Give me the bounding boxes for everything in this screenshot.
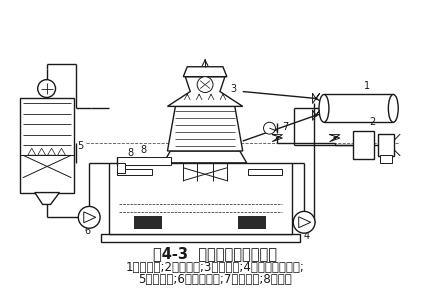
Circle shape [38, 80, 55, 98]
Polygon shape [167, 106, 243, 151]
Polygon shape [58, 148, 65, 155]
Bar [117, 169, 152, 175]
Bar [20, 98, 74, 193]
Circle shape [276, 137, 279, 139]
Bar [134, 216, 162, 229]
Text: 3: 3 [230, 84, 236, 93]
Text: 7: 7 [282, 122, 289, 132]
Circle shape [264, 122, 276, 134]
Polygon shape [84, 212, 96, 223]
Polygon shape [38, 148, 46, 155]
Circle shape [315, 114, 317, 117]
Polygon shape [28, 148, 36, 155]
Bar [248, 169, 283, 175]
Polygon shape [299, 217, 311, 228]
Text: 5: 5 [77, 141, 83, 151]
Bar [101, 234, 300, 242]
Polygon shape [167, 77, 243, 106]
Bar [117, 163, 125, 173]
Bar [381, 155, 392, 163]
Text: 5一冷风机;6一融霜水泵;7一补给水;8一水池: 5一冷风机;6一融霜水泵;7一补给水;8一水池 [138, 273, 292, 286]
Text: 8: 8 [128, 148, 134, 158]
Ellipse shape [388, 95, 398, 122]
Circle shape [78, 207, 100, 228]
Bar [238, 216, 265, 229]
Text: 8: 8 [141, 145, 147, 155]
Text: 4: 4 [303, 231, 309, 241]
Polygon shape [163, 151, 247, 163]
Text: 1一冷凝器;2一压缩机;3一冷却塔;4一冷却水循环泵;: 1一冷凝器;2一压缩机;3一冷却塔;4一冷却水循环泵; [126, 261, 304, 274]
Polygon shape [48, 148, 55, 155]
Bar [117, 157, 172, 165]
Text: 6: 6 [84, 226, 90, 236]
Circle shape [197, 77, 213, 93]
Bar [109, 163, 292, 234]
Circle shape [293, 211, 315, 233]
Text: 图4-3  综合循环用水示意图: 图4-3 综合循环用水示意图 [153, 246, 277, 261]
Circle shape [333, 137, 336, 139]
Circle shape [315, 97, 317, 100]
Polygon shape [35, 193, 59, 205]
Text: 2: 2 [369, 117, 376, 127]
Bar [378, 134, 394, 156]
Bar [353, 131, 375, 159]
Text: 1: 1 [363, 81, 370, 91]
Ellipse shape [319, 95, 329, 122]
Polygon shape [183, 67, 227, 77]
Bar [324, 95, 393, 122]
